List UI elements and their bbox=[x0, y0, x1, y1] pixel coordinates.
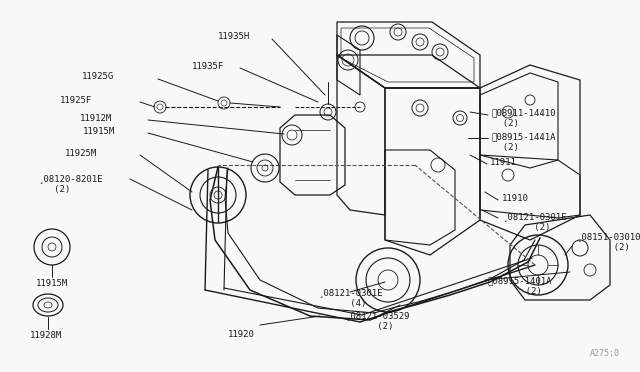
Text: (2): (2) bbox=[492, 119, 519, 128]
Text: (2): (2) bbox=[576, 243, 630, 252]
Text: 11925G: 11925G bbox=[82, 72, 115, 81]
Text: 11912M: 11912M bbox=[80, 114, 112, 123]
Text: Ⓠ08915-1441A: Ⓠ08915-1441A bbox=[492, 132, 557, 141]
Text: (2): (2) bbox=[492, 143, 519, 152]
Text: (2): (2) bbox=[345, 322, 394, 331]
Text: 11915M: 11915M bbox=[36, 279, 68, 288]
Text: 11915M: 11915M bbox=[83, 127, 115, 136]
Text: 11920: 11920 bbox=[228, 330, 255, 339]
Text: Ⓠ08915-1401A: Ⓠ08915-1401A bbox=[488, 276, 552, 285]
Text: ¸08121-0301E: ¸08121-0301E bbox=[318, 288, 383, 297]
Text: 11935H: 11935H bbox=[218, 32, 250, 41]
Text: 11925F: 11925F bbox=[60, 96, 92, 105]
Text: 11928M: 11928M bbox=[30, 331, 62, 340]
Text: 11935F: 11935F bbox=[192, 62, 224, 71]
Text: (2): (2) bbox=[502, 223, 550, 232]
Text: 11925M: 11925M bbox=[65, 149, 97, 158]
Text: 11910: 11910 bbox=[502, 194, 529, 203]
Text: A275;0: A275;0 bbox=[590, 349, 620, 358]
Text: (2): (2) bbox=[488, 287, 541, 296]
Text: ¸08121-0301E: ¸08121-0301E bbox=[502, 212, 566, 221]
Text: ¸08121-03529: ¸08121-03529 bbox=[345, 311, 410, 320]
Text: (4): (4) bbox=[318, 299, 366, 308]
Text: 11911: 11911 bbox=[490, 158, 517, 167]
Text: ¸08120-8201E: ¸08120-8201E bbox=[38, 174, 102, 183]
Text: ¸08151-03010: ¸08151-03010 bbox=[576, 232, 640, 241]
Text: (2): (2) bbox=[38, 185, 70, 194]
Text: ⓝ08911-14410: ⓝ08911-14410 bbox=[492, 108, 557, 117]
